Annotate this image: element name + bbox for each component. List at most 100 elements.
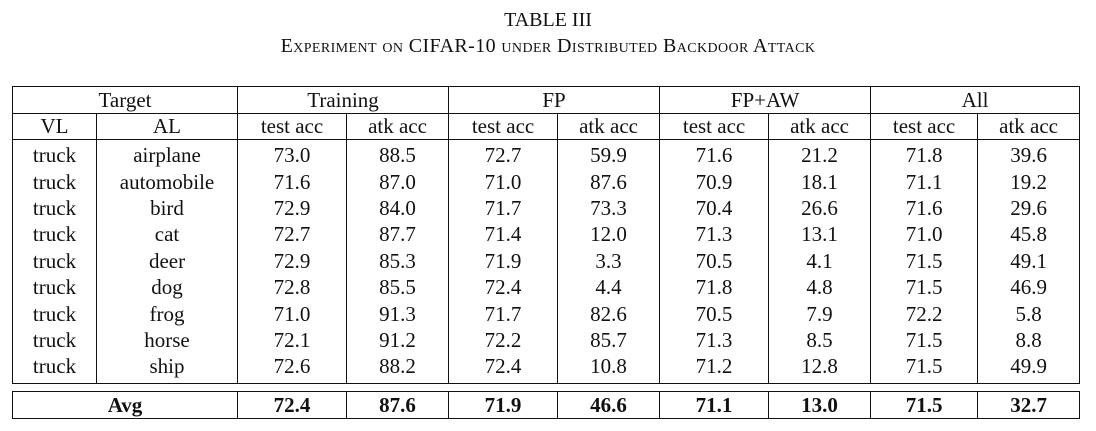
cell-all-test-acc: 71.5: [870, 273, 979, 301]
cell-vl: truck: [12, 221, 97, 248]
cell-training-atk-acc: 91.3: [346, 300, 450, 327]
cell-fpaw-test-acc: 70.4: [659, 194, 770, 222]
sub-header-vl: VL: [12, 113, 97, 140]
cell-vl: truck: [12, 139, 97, 169]
cell-fpaw-atk-acc: 21.2: [768, 139, 872, 169]
cell-all-test-acc: 71.5: [870, 353, 979, 384]
cell-all-atk-acc: 8.8: [977, 326, 1081, 354]
cell-training-atk-acc: 88.2: [346, 353, 450, 384]
cell-fpaw-atk-acc: 7.9: [768, 300, 872, 327]
cell-all-test-acc: 71.1: [870, 168, 979, 195]
cell-all-atk-acc: 46.9: [977, 273, 1081, 301]
cell-fp-test-acc: 72.4: [448, 353, 559, 384]
cell-fp-test-acc: 71.9: [448, 247, 559, 274]
group-header-all: All: [870, 86, 1081, 114]
cell-fpaw-test-acc: 70.9: [659, 168, 770, 195]
avg-fpaw-test-acc: 71.1: [659, 390, 770, 419]
cell-fp-test-acc: 71.4: [448, 221, 559, 248]
cell-fp-atk-acc: 73.3: [557, 194, 661, 222]
avg-training-test-acc: 72.4: [237, 390, 348, 419]
cell-fp-atk-acc: 10.8: [557, 353, 661, 384]
cell-fp-atk-acc: 3.3: [557, 247, 661, 274]
cell-fp-test-acc: 71.7: [448, 194, 559, 222]
cell-all-atk-acc: 45.8: [977, 221, 1081, 248]
cell-fpaw-test-acc: 71.6: [659, 139, 770, 169]
sub-header-al: AL: [95, 113, 239, 140]
cell-training-atk-acc: 84.0: [346, 194, 450, 222]
table-row: truck horse 72.1 91.2 72.2 85.7 71.3 8.5…: [12, 326, 1081, 354]
cell-fp-test-acc: 72.7: [448, 139, 559, 169]
cell-fp-test-acc: 71.0: [448, 168, 559, 195]
cell-vl: truck: [12, 247, 97, 274]
cell-all-atk-acc: 29.6: [977, 194, 1081, 222]
cell-fpaw-test-acc: 70.5: [659, 247, 770, 274]
cell-fpaw-atk-acc: 4.1: [768, 247, 872, 274]
group-header-row: Target Training FP FP+AW All: [11, 86, 1081, 114]
cell-training-test-acc: 72.6: [237, 353, 348, 384]
cell-training-test-acc: 72.9: [237, 194, 348, 222]
table-row: truck automobile 71.6 87.0 71.0 87.6 70.…: [12, 168, 1081, 195]
table-row: truck bird 72.9 84.0 71.7 73.3 70.4 26.6…: [12, 194, 1081, 222]
avg-all-atk-acc: 32.7: [977, 390, 1081, 419]
cell-vl: truck: [12, 168, 97, 195]
sub-header-all-test-acc: test acc: [870, 113, 979, 140]
cell-fpaw-test-acc: 71.2: [659, 353, 770, 384]
group-header-fp: FP: [448, 86, 661, 114]
cell-all-test-acc: 71.0: [870, 221, 979, 248]
sub-header-all-atk-acc: atk acc: [977, 113, 1081, 140]
cell-training-test-acc: 72.7: [237, 221, 348, 248]
cell-all-atk-acc: 5.8: [977, 300, 1081, 327]
cell-training-atk-acc: 85.5: [346, 273, 450, 301]
row-spacer: [13, 383, 1080, 391]
avg-fp-atk-acc: 46.6: [557, 390, 661, 419]
avg-row: Avg 72.4 87.6 71.9 46.6 71.1 13.0 71.5 3…: [11, 390, 1081, 419]
cell-all-atk-acc: 49.1: [977, 247, 1081, 274]
sub-header-training-test-acc: test acc: [237, 113, 348, 140]
sub-header-fpaw-atk-acc: atk acc: [768, 113, 872, 140]
cell-training-atk-acc: 87.7: [346, 221, 450, 248]
cell-all-test-acc: 71.6: [870, 194, 979, 222]
cell-fp-test-acc: 71.7: [448, 300, 559, 327]
cell-all-atk-acc: 39.6: [977, 139, 1081, 169]
cell-fpaw-test-acc: 71.8: [659, 273, 770, 301]
cell-training-atk-acc: 85.3: [346, 247, 450, 274]
cell-training-atk-acc: 87.0: [346, 168, 450, 195]
cell-fpaw-test-acc: 71.3: [659, 221, 770, 248]
cell-training-test-acc: 72.8: [237, 273, 348, 301]
cell-training-test-acc: 71.6: [237, 168, 348, 195]
group-header-fp-aw: FP+AW: [659, 86, 872, 114]
avg-fp-test-acc: 71.9: [448, 390, 559, 419]
group-header-target: Target: [11, 86, 239, 114]
cell-fpaw-test-acc: 71.3: [659, 326, 770, 354]
table-row: truck frog 71.0 91.3 71.7 82.6 70.5 7.9 …: [12, 300, 1081, 327]
cell-training-atk-acc: 91.2: [346, 326, 450, 354]
table-row: truck cat 72.7 87.7 71.4 12.0 71.3 13.1 …: [12, 221, 1081, 248]
cell-fp-atk-acc: 87.6: [557, 168, 661, 195]
cell-fp-test-acc: 72.2: [448, 326, 559, 354]
cell-al: horse: [95, 326, 239, 354]
cell-al: dog: [95, 273, 239, 301]
cell-training-test-acc: 72.9: [237, 247, 348, 274]
cell-al: automobile: [95, 168, 239, 195]
sub-header-training-atk-acc: atk acc: [346, 113, 450, 140]
avg-section: Avg 72.4 87.6 71.9 46.6 71.1 13.0 71.5 3…: [11, 383, 1081, 419]
cell-vl: truck: [12, 326, 97, 354]
table-row: truck dog 72.8 85.5 72.4 4.4 71.8 4.8 71…: [12, 273, 1081, 301]
table-label: TABLE III: [504, 9, 592, 31]
table-title: Experiment on CIFAR-10 under Distributed…: [280, 35, 816, 57]
avg-label: Avg: [11, 390, 239, 419]
cell-training-test-acc: 71.0: [237, 300, 348, 327]
sub-header-fpaw-test-acc: test acc: [659, 113, 770, 140]
cell-fpaw-atk-acc: 13.1: [768, 221, 872, 248]
cell-al: ship: [95, 353, 239, 384]
cell-vl: truck: [12, 300, 97, 327]
avg-fpaw-atk-acc: 13.0: [768, 390, 872, 419]
cell-fp-atk-acc: 82.6: [557, 300, 661, 327]
cell-al: airplane: [95, 139, 239, 169]
sub-header-row: VL AL test acc atk acc test acc atk acc …: [12, 113, 1081, 140]
cell-all-test-acc: 71.5: [870, 247, 979, 274]
cell-training-test-acc: 72.1: [237, 326, 348, 354]
cell-fpaw-test-acc: 70.5: [659, 300, 770, 327]
cell-vl: truck: [12, 353, 97, 384]
cell-all-test-acc: 71.5: [870, 326, 979, 354]
